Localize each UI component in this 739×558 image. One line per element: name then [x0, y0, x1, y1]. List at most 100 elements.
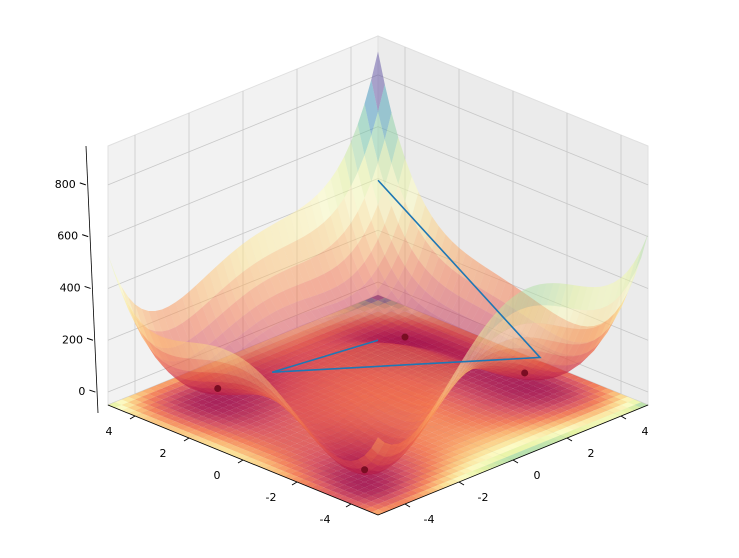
surface-cell [405, 333, 419, 340]
surface-cell [405, 395, 419, 405]
surface-cell [297, 388, 311, 395]
surface-cell [499, 371, 513, 374]
surface-cell [398, 306, 412, 321]
surface-cell [486, 362, 500, 367]
surface-cell [175, 297, 189, 324]
surface-cell [283, 317, 297, 329]
surface-cell [189, 312, 203, 336]
surface-cell [276, 390, 291, 395]
surface-cell [263, 254, 277, 278]
surface-cell [324, 368, 338, 376]
surface-cell [445, 309, 459, 324]
surface-cell [432, 343, 446, 348]
surface-cell [216, 312, 230, 333]
surface-cell [378, 456, 392, 466]
surface-cell [229, 374, 243, 386]
surface-cell [371, 348, 385, 352]
surface-cell [303, 362, 318, 368]
surface-cell [182, 357, 196, 372]
surface-cell [330, 358, 345, 364]
surface-cell [411, 418, 426, 442]
surface-cell [337, 428, 351, 439]
surface-cell [378, 423, 392, 435]
surface-cell [607, 304, 621, 330]
surface-cell [243, 358, 257, 379]
surface-cell [283, 350, 297, 356]
surface-cell [445, 241, 459, 270]
z-tick [79, 182, 86, 186]
surface-cell [472, 335, 486, 360]
surface-cell [344, 276, 358, 296]
surface-cell [189, 385, 203, 392]
surface-cell [378, 325, 392, 334]
surface-cell [364, 354, 378, 361]
surface-cell [425, 349, 439, 353]
path-line [271, 179, 542, 374]
surface-cell [526, 378, 540, 381]
surface-cell [364, 322, 378, 331]
surface-cell [344, 351, 358, 356]
surface-cell [290, 398, 304, 404]
surface-cell [418, 414, 432, 437]
surface-cell [384, 330, 399, 337]
surface-cell [276, 396, 291, 414]
surface-cell [324, 358, 338, 364]
surface-cell [425, 363, 439, 368]
surface-cell [351, 306, 365, 319]
surface-cell [486, 322, 500, 345]
surface-cell [600, 301, 615, 325]
surface-cell [357, 233, 372, 262]
surface-cell [378, 344, 392, 347]
surface-cell [175, 356, 189, 372]
surface-cell [337, 197, 351, 233]
surface-cell [405, 339, 419, 344]
surface-cell [303, 411, 318, 419]
surface-cell [209, 294, 223, 319]
surface-cell [310, 358, 324, 364]
surface-cell [432, 350, 446, 354]
surface-cell [351, 417, 365, 429]
surface-cell [418, 404, 432, 414]
surface-cell [371, 204, 385, 240]
surface-cell [344, 341, 358, 343]
surface-cell [344, 459, 358, 469]
surface-cell [621, 273, 635, 305]
surface-cell [276, 307, 291, 321]
surface-cell [317, 421, 331, 430]
surface-cell [580, 327, 594, 345]
surface-cell [378, 346, 392, 350]
surface-cell [425, 334, 439, 342]
surface-cell [344, 355, 358, 361]
surface-cell [249, 323, 264, 338]
surface-cell [324, 449, 338, 463]
surface-cell [479, 365, 493, 369]
surface-cell [425, 359, 439, 364]
surface-cell [445, 323, 459, 335]
surface-cell [222, 382, 237, 390]
surface-cell [297, 417, 311, 425]
surface-cell [587, 308, 601, 329]
surface-cell [330, 314, 345, 325]
surface-cell [418, 409, 432, 434]
surface-cell [182, 291, 196, 319]
surface-cell [499, 373, 513, 376]
surface-cell [364, 330, 378, 337]
surface-cell [263, 363, 277, 370]
surface-cell [459, 352, 473, 377]
surface-cell [290, 403, 304, 409]
surface-cell [492, 340, 507, 354]
surface-cell [391, 358, 405, 365]
surface-cell [560, 327, 574, 344]
surface-cell [249, 234, 264, 263]
surface-cell [229, 392, 243, 395]
surface-cell [283, 344, 297, 351]
surface-cell [168, 354, 183, 370]
x-tick [404, 503, 411, 508]
surface-cell [324, 417, 338, 427]
surface-cell [553, 306, 567, 327]
surface-cell [384, 395, 399, 406]
surface-cell [364, 346, 378, 351]
surface-cell [378, 280, 392, 300]
surface-cell [499, 348, 513, 358]
surface-cell [168, 339, 183, 358]
